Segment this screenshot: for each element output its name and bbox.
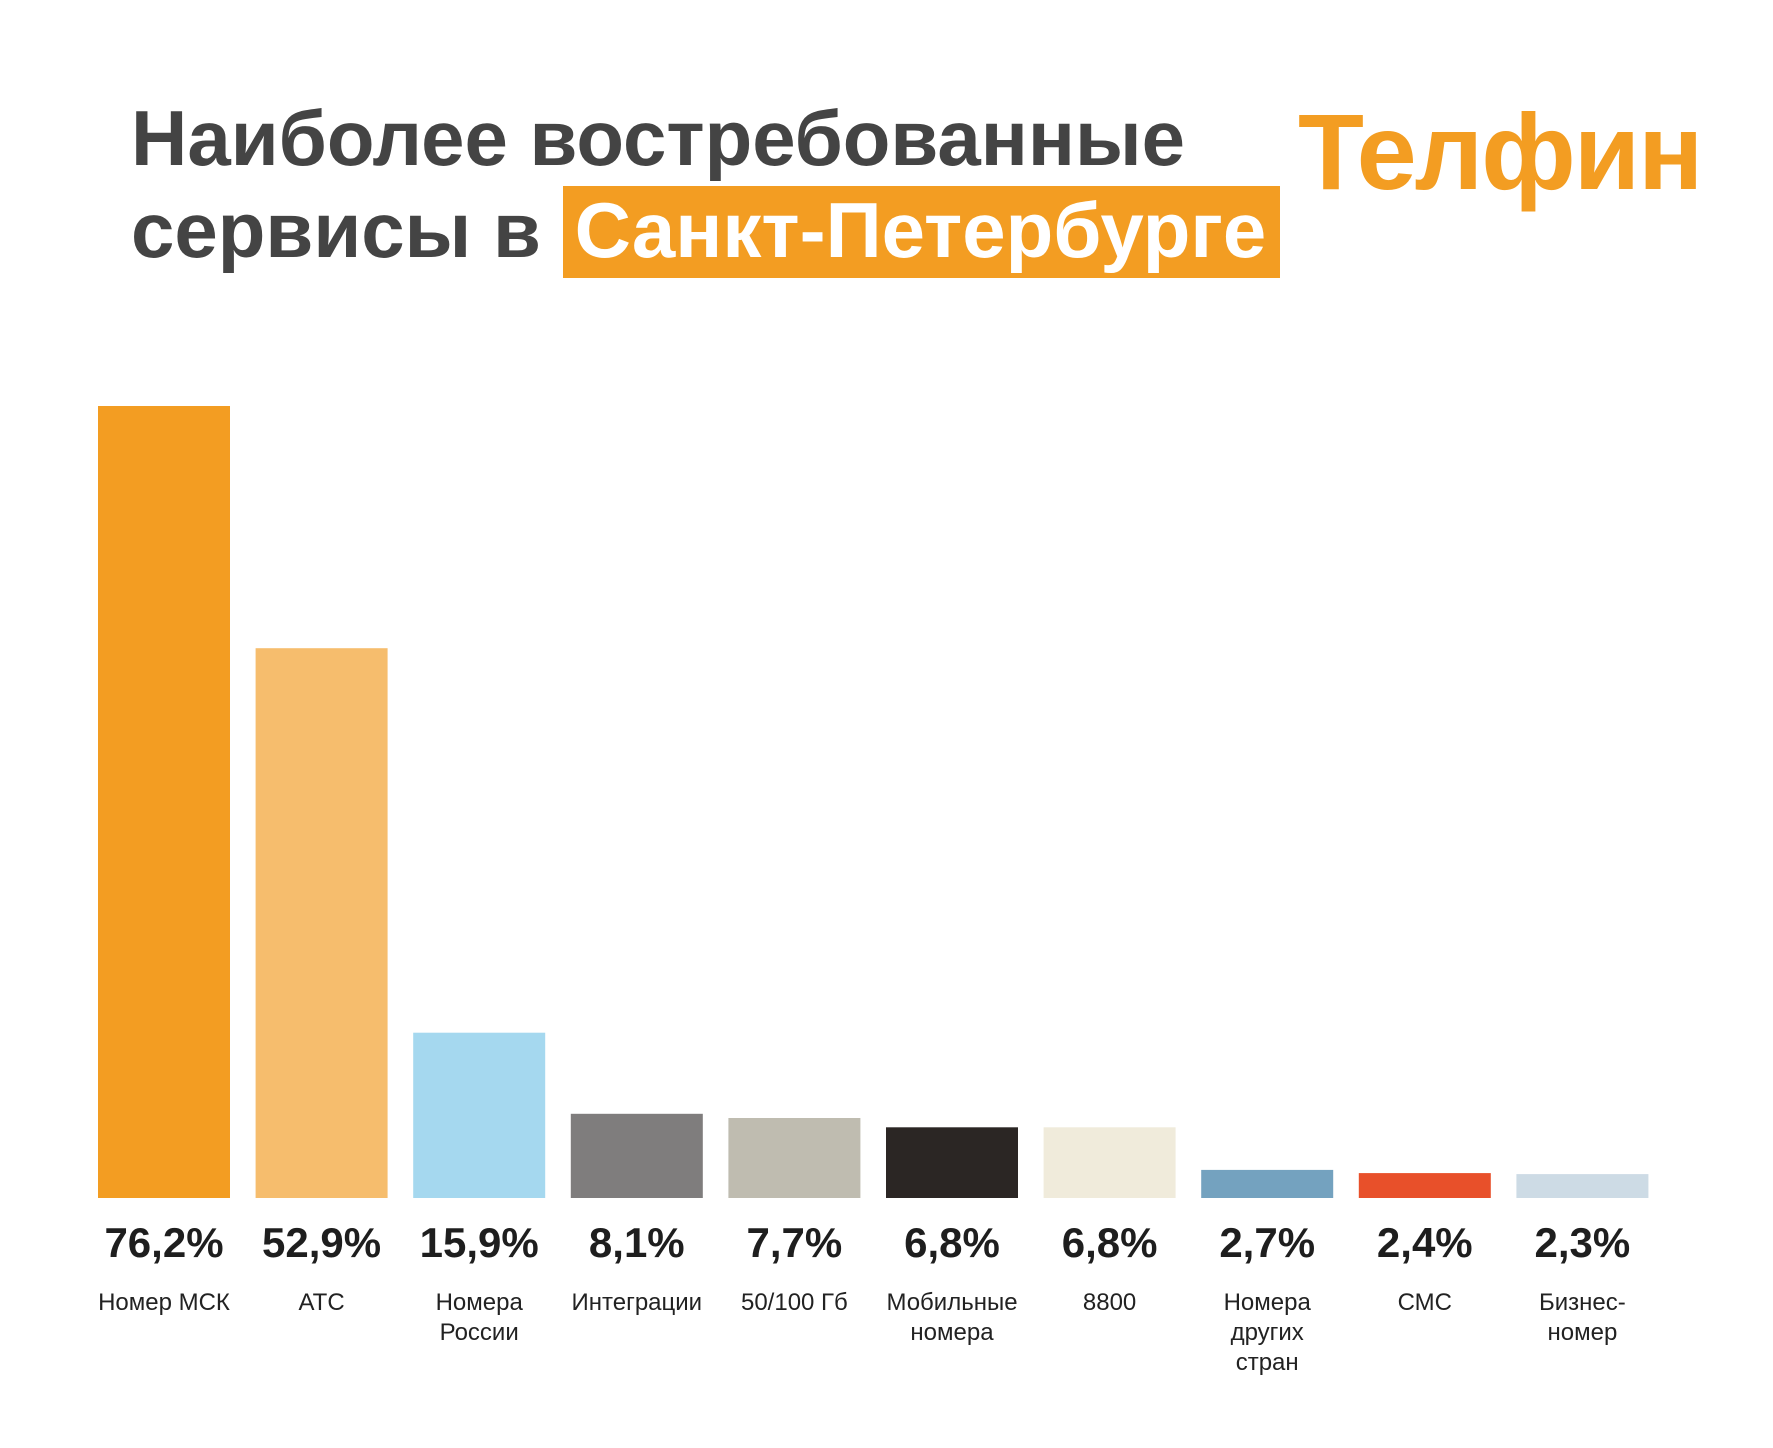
- value-label-2: 15,9%: [420, 1219, 539, 1266]
- title-prefix: сервисы в: [131, 186, 541, 274]
- category-label-0: Номер МСК: [98, 1289, 230, 1316]
- bar-8: [1358, 1173, 1491, 1198]
- category-label-8: СМС: [1398, 1289, 1452, 1316]
- bar-5: [886, 1127, 1018, 1198]
- value-label-3: 8,1%: [589, 1219, 685, 1266]
- value-label-8: 2,4%: [1377, 1219, 1473, 1266]
- value-label-6: 6,8%: [1062, 1219, 1158, 1266]
- bar-3: [570, 1113, 703, 1198]
- chart-title: Наиболее востребованные сервисы в Санкт-…: [131, 92, 1281, 278]
- title-line-2: сервисы в Санкт-Петербурге: [131, 184, 1281, 278]
- category-label-2: Номера России: [436, 1289, 524, 1346]
- value-label-7: 2,7%: [1219, 1219, 1315, 1266]
- category-label-4: 50/100 Гб: [741, 1289, 848, 1316]
- brand-logo: Телфин: [1298, 91, 1703, 212]
- title-line-1: Наиболее востребованные: [131, 94, 1185, 182]
- category-label-1: АТС: [299, 1289, 345, 1316]
- category-label-3: Интеграции: [572, 1289, 703, 1316]
- bar-9: [1516, 1174, 1649, 1198]
- bar-4: [728, 1118, 861, 1198]
- bar-0: [98, 406, 230, 1198]
- bar-2: [413, 1032, 546, 1198]
- value-label-4: 7,7%: [747, 1219, 843, 1266]
- value-label-5: 6,8%: [904, 1219, 1000, 1266]
- category-label-9: Бизнес-номер: [1539, 1289, 1626, 1346]
- bar-6: [1043, 1127, 1176, 1198]
- title-highlight: Санкт-Петербурге: [562, 186, 1281, 278]
- category-label-7: Номера других стран: [1224, 1289, 1312, 1376]
- bar-7: [1201, 1169, 1334, 1198]
- value-label-9: 2,3%: [1535, 1219, 1631, 1266]
- category-label-6: 8800: [1083, 1289, 1136, 1316]
- bar-1: [255, 648, 388, 1198]
- value-label-1: 52,9%: [262, 1219, 381, 1266]
- value-label-0: 76,2%: [104, 1219, 223, 1266]
- category-label-5: Мобильные номера: [886, 1289, 1017, 1346]
